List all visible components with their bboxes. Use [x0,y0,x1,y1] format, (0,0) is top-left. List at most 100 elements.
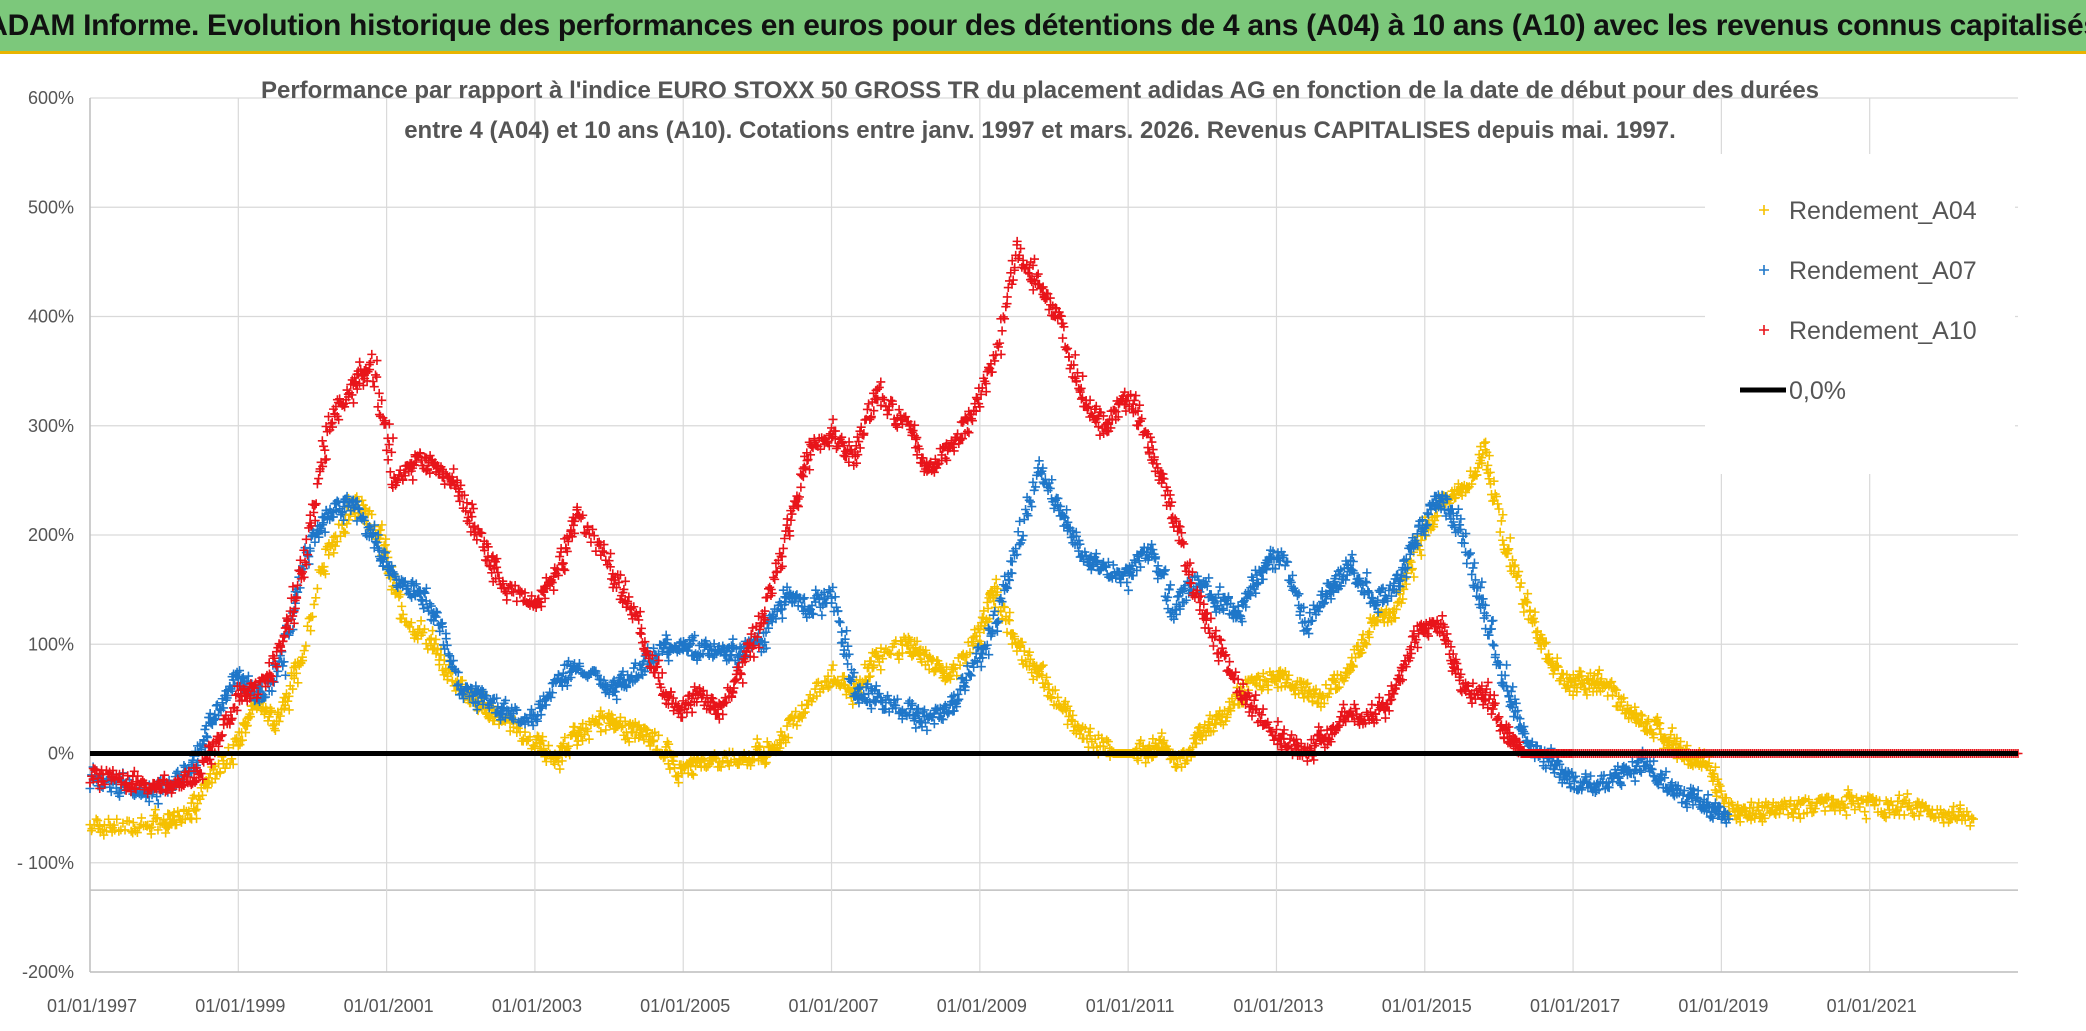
data-point [1415,545,1425,555]
data-point [686,762,696,772]
data-point [1508,555,1518,565]
data-point [1430,515,1440,525]
data-point [1258,682,1268,692]
data-point [1605,678,1615,688]
data-point [817,610,827,620]
x-tick-label: 01/01/2019 [1678,996,1768,1016]
data-point [1531,627,1541,637]
data-point [1804,795,1814,805]
data-point [828,414,838,424]
data-point [1260,675,1270,685]
x-axis-ticks: 01/01/1997 01/01/1999 01/01/2001 01/01/2003… [47,996,1917,1016]
x-tick-label: 01/01/2011 [1086,996,1175,1016]
data-point [151,814,161,824]
data-point [1472,470,1482,480]
data-point [289,663,299,673]
data-point [1050,685,1060,695]
data-point [791,707,801,717]
data-point [1630,702,1640,712]
data-point [818,684,828,694]
data-point [324,550,334,560]
data-point [1572,687,1582,697]
data-point [1904,798,1914,808]
data-point [267,686,277,696]
data-point [1165,580,1175,590]
x-tick-label: 01/01/2005 [640,996,730,1016]
data-point [904,634,914,644]
data-point [467,499,477,509]
data-point [792,720,802,730]
data-point [1508,682,1518,692]
data-point [207,719,217,729]
data-point [1855,802,1865,812]
data-point [237,735,247,745]
data-point [1033,269,1043,279]
data-point [639,735,649,745]
data-point [752,734,762,744]
data-point [1028,285,1038,295]
data-point [1760,813,1770,823]
data-point [1432,511,1442,521]
data-point [1000,602,1010,612]
data-point [279,657,289,667]
data-point [939,668,949,678]
data-point [572,740,582,750]
data-point [105,782,115,792]
data-point [952,671,962,681]
data-point [620,576,630,586]
data-point [144,797,154,807]
data-point [1967,813,1977,823]
data-point [1716,786,1726,796]
data-point [1362,639,1372,649]
data-point [1283,675,1293,685]
x-tick-label: 01/01/2021 [1827,996,1917,1016]
data-point [1390,613,1400,623]
data-point [1208,726,1218,736]
data-point [299,646,309,656]
data-point [153,799,163,809]
data-point [1708,776,1718,786]
data-point [777,613,787,623]
data-point [228,759,238,769]
data-point [842,626,852,636]
data-point [309,599,319,609]
data-point [1969,814,1979,824]
data-point [101,826,111,836]
data-point [1552,653,1562,663]
data-point [247,705,257,715]
data-point [173,766,183,776]
data-point [661,630,671,640]
data-point [1608,690,1618,700]
data-point [1332,684,1342,694]
data-point [320,569,330,579]
data-point [664,739,674,749]
data-point [1682,741,1692,751]
data-point [1505,533,1515,543]
data-point [1704,758,1714,768]
data-point [275,711,285,721]
data-point [1005,616,1015,626]
data-point [839,672,849,682]
data-point [1631,708,1641,718]
data-point [1498,510,1508,520]
data-point [810,684,820,694]
data-point [965,648,975,658]
data-point [1488,639,1498,649]
data-point [894,405,904,415]
data-point [152,792,162,802]
data-point [555,764,565,774]
data-point [665,764,675,774]
data-point [1894,790,1904,800]
data-point [357,495,367,505]
data-point [1484,474,1494,484]
data-point [416,616,426,626]
data-point [420,624,430,634]
data-point [730,675,740,685]
y-tick-label: 300% [28,416,74,436]
data-point [983,603,993,613]
data-point [1362,568,1372,578]
data-point [1038,660,1048,670]
data-point [1491,491,1501,501]
data-point [1850,805,1860,815]
